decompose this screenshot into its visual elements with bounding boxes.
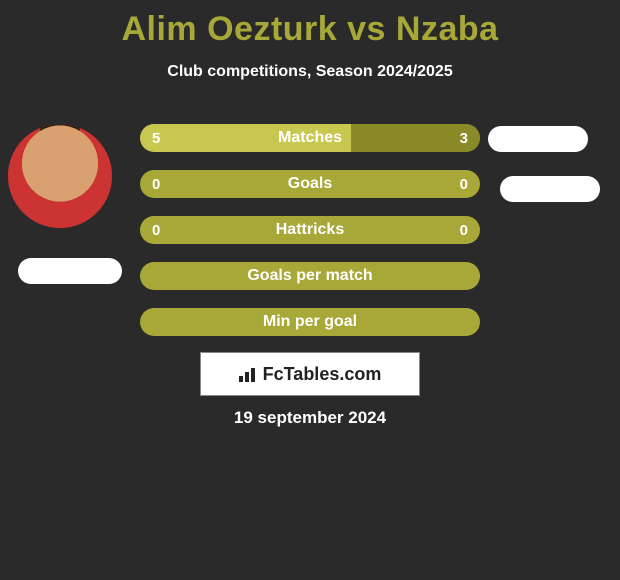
- stat-value-right: 0: [460, 222, 468, 239]
- bar-chart-icon: [239, 366, 259, 382]
- comparison-subtitle: Club competitions, Season 2024/2025: [0, 63, 620, 81]
- footer-brand-logo: FcTables.com: [200, 352, 420, 396]
- stat-label: Goals per match: [247, 267, 372, 285]
- player-left-avatar: [8, 124, 112, 228]
- stat-row: 5 3 Matches: [140, 124, 480, 152]
- stat-label: Matches: [278, 129, 342, 147]
- stat-value-right: 3: [460, 130, 468, 147]
- stat-value-left: 0: [152, 176, 160, 193]
- stat-label: Goals: [288, 175, 332, 193]
- comparison-bars: 5 3 Matches 0 0 Goals 0 0 Hattricks Goals per mat…: [140, 124, 480, 354]
- player-left-name-pill: [18, 258, 122, 284]
- comparison-title: Alim Oezturk vs Nzaba: [0, 0, 620, 49]
- player-right-name-pill-1: [488, 126, 588, 152]
- stat-value-right: 0: [460, 176, 468, 193]
- stat-row: Goals per match: [140, 262, 480, 290]
- stat-row: 0 0 Hattricks: [140, 216, 480, 244]
- avatar-face-placeholder: [8, 124, 112, 228]
- stat-row: Min per goal: [140, 308, 480, 336]
- stat-value-left: 0: [152, 222, 160, 239]
- stat-row: 0 0 Goals: [140, 170, 480, 198]
- stat-value-left: 5: [152, 130, 160, 147]
- footer-date: 19 september 2024: [0, 408, 620, 428]
- player-right-name-pill-2: [500, 176, 600, 202]
- stat-label: Hattricks: [276, 221, 344, 239]
- footer-brand-text: FcTables.com: [263, 364, 382, 385]
- stat-label: Min per goal: [263, 313, 357, 331]
